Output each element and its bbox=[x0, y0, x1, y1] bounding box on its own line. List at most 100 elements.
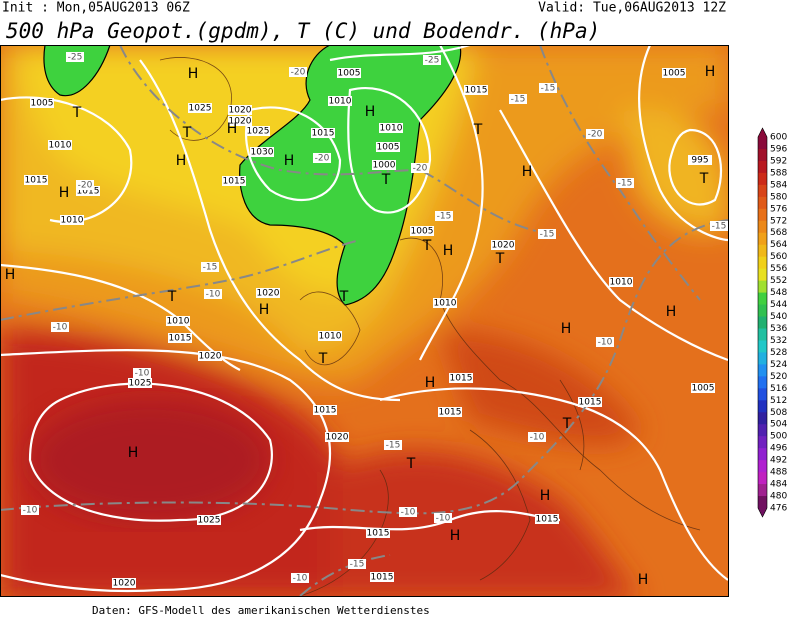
temperature-label: -15 bbox=[350, 560, 365, 570]
isobar-label-box bbox=[246, 126, 270, 136]
isobar-label: 1020 bbox=[113, 579, 136, 589]
temperature-label-box bbox=[528, 432, 546, 442]
isobar-label: 1005 bbox=[411, 227, 434, 237]
colorbar-label: 480 bbox=[770, 492, 787, 502]
temperature-label: -10 bbox=[206, 290, 221, 300]
isobar-label-box bbox=[379, 123, 403, 133]
colorbar-label: 484 bbox=[770, 480, 787, 490]
colorbar-label: 568 bbox=[770, 228, 787, 238]
colorbar-band bbox=[758, 280, 767, 294]
colorbar-label: 504 bbox=[770, 420, 787, 430]
temperature-label-box bbox=[21, 505, 39, 515]
colorbar-label: 536 bbox=[770, 324, 787, 334]
isobar-label-box bbox=[372, 160, 396, 170]
isobar-label: 1015 bbox=[439, 408, 462, 418]
isobar-label: 1015 bbox=[450, 374, 473, 384]
colorbar-band bbox=[758, 412, 767, 425]
isobar-label-box bbox=[318, 331, 342, 341]
pressure-center: H bbox=[365, 104, 376, 120]
temperature-label: -15 bbox=[712, 222, 727, 232]
colorbar-label: 492 bbox=[770, 456, 787, 466]
temperature-label: -10 bbox=[401, 508, 416, 518]
temperature-label-box bbox=[51, 322, 69, 332]
colorbar-label: 556 bbox=[770, 264, 787, 274]
colorbar-label: 508 bbox=[770, 408, 787, 418]
isobar-label-box bbox=[228, 105, 252, 115]
valid-time: Valid: Tue,06AUG2013 12Z bbox=[538, 1, 726, 16]
isobar-label: 1015 bbox=[314, 406, 337, 416]
pressure-center: H bbox=[128, 445, 139, 461]
colorbar-band bbox=[758, 472, 767, 485]
isobar-label: 1015 bbox=[77, 187, 100, 197]
isobar-label-box bbox=[313, 405, 337, 415]
temperature-label-box bbox=[133, 368, 151, 378]
colorbar-band bbox=[758, 496, 767, 509]
pressure-center: H bbox=[443, 243, 454, 259]
colorbar-band bbox=[758, 160, 767, 174]
temperature-label-box bbox=[76, 180, 94, 190]
colorbar-label: 476 bbox=[770, 504, 787, 514]
isobar-label: 1020 bbox=[492, 241, 515, 251]
colorbar-band bbox=[758, 184, 767, 198]
colorbar-band bbox=[758, 376, 767, 389]
isobar-label: 1005 bbox=[338, 69, 361, 79]
colorbar-top-cap bbox=[758, 128, 767, 137]
isobar-label-box bbox=[311, 128, 335, 138]
colorbar-outline bbox=[757, 127, 768, 518]
isobar-label: 1010 bbox=[380, 124, 403, 134]
temperature-label: -10 bbox=[23, 506, 38, 516]
isobar-label-box bbox=[76, 186, 100, 196]
colorbar-label: 548 bbox=[770, 288, 787, 298]
isobar-label-box bbox=[609, 277, 633, 287]
pressure-center: H bbox=[259, 302, 270, 318]
pressure-center: T bbox=[381, 172, 391, 188]
pressure-center: H bbox=[705, 64, 716, 80]
colorbar-label: 560 bbox=[770, 252, 787, 262]
temperature-label-box bbox=[291, 573, 309, 583]
colorbar-band bbox=[758, 148, 767, 162]
colorbar-label: 544 bbox=[770, 300, 787, 310]
colorbar-band bbox=[758, 232, 767, 246]
temperature-label-box bbox=[710, 221, 728, 231]
temperature-label: -10 bbox=[530, 433, 545, 443]
isobar-label: 1010 bbox=[329, 97, 352, 107]
colorbar-label: 576 bbox=[770, 204, 787, 214]
colorbar-label: 552 bbox=[770, 276, 787, 286]
isobar-label-box bbox=[370, 572, 394, 582]
isobar-label: 1010 bbox=[49, 141, 72, 151]
isobar-label-box bbox=[688, 155, 712, 165]
pressure-center: H bbox=[227, 121, 238, 137]
isobar-label-box bbox=[578, 397, 602, 407]
isobar-label-box bbox=[256, 288, 280, 298]
pressure-center: T bbox=[495, 251, 505, 267]
temperature-label: -10 bbox=[598, 338, 613, 348]
isobar-label-box bbox=[166, 316, 190, 326]
isobar-label-box bbox=[188, 103, 212, 113]
temperature-label-box bbox=[539, 83, 557, 93]
colorbar-band bbox=[758, 208, 767, 222]
isobar-label: 1025 bbox=[189, 104, 212, 114]
colorbar-band bbox=[758, 172, 767, 186]
temperature-label-box bbox=[201, 262, 219, 272]
pressure-center: T bbox=[72, 105, 82, 121]
colorbar-label: 512 bbox=[770, 396, 787, 406]
isobar-label: 1025 bbox=[198, 516, 221, 526]
isobar-label-box bbox=[24, 175, 48, 185]
isobar-label-box bbox=[464, 85, 488, 95]
temperature-label-box bbox=[411, 163, 429, 173]
pressure-center: H bbox=[425, 375, 436, 391]
colorbar-band bbox=[758, 388, 767, 401]
isobar-label-box bbox=[197, 515, 221, 525]
isobar-label: 1025 bbox=[129, 379, 152, 389]
temperature-label-box bbox=[509, 94, 527, 104]
isobar-label: 1015 bbox=[465, 86, 488, 96]
isobar-label: 1015 bbox=[25, 176, 48, 186]
colorbar-bottom-cap bbox=[758, 508, 767, 517]
colorbar-label: 520 bbox=[770, 372, 787, 382]
pressure-center: T bbox=[422, 238, 432, 254]
pressure-center: H bbox=[59, 185, 70, 201]
temperature-label: -15 bbox=[511, 95, 526, 105]
isobar-label-box bbox=[337, 68, 361, 78]
pressure-center: H bbox=[176, 153, 187, 169]
